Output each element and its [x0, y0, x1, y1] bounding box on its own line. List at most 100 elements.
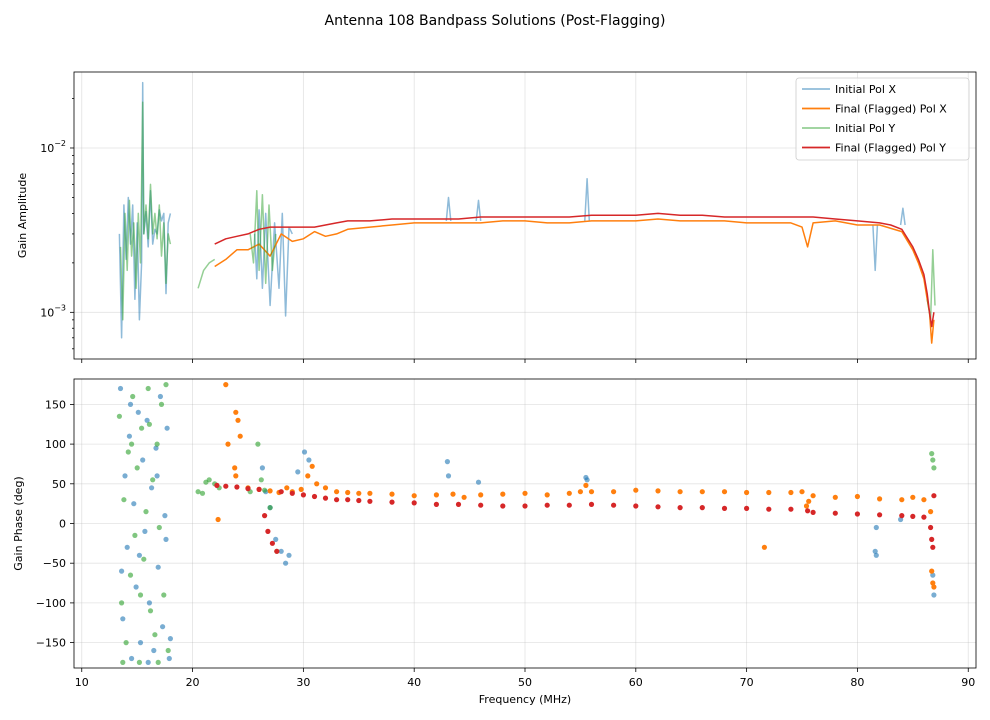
phase-point: [125, 449, 131, 455]
x-tick-label: 10: [75, 676, 89, 689]
phase-y-tick-label: 0: [59, 518, 66, 531]
phase-point: [367, 490, 373, 496]
phase-point: [356, 490, 362, 496]
phase-point: [877, 512, 883, 518]
phase-point: [898, 516, 904, 523]
phase-point: [119, 568, 125, 574]
phase-point: [215, 516, 221, 523]
x-tick-label: 70: [740, 676, 754, 689]
phase-point: [137, 640, 144, 646]
phase-point: [233, 473, 239, 479]
phase-point: [142, 528, 148, 535]
amplitude-y-axis-label: Gain Amplitude: [16, 173, 29, 258]
phase-point: [411, 500, 417, 506]
phase-point: [255, 441, 261, 447]
x-tick-label: 90: [961, 676, 975, 689]
phase-point: [873, 524, 879, 531]
phase-point: [122, 473, 128, 479]
phase-point: [163, 536, 169, 543]
phase-point: [130, 393, 136, 400]
phase-point: [295, 469, 301, 475]
phase-point: [160, 624, 166, 630]
phase-point: [206, 477, 212, 483]
phase-point: [286, 552, 292, 558]
phase-point: [854, 493, 861, 500]
phase-point: [699, 505, 705, 511]
phase-point: [584, 477, 590, 483]
phase-point: [877, 496, 883, 502]
phase-point: [929, 568, 935, 574]
phase-point: [143, 509, 149, 515]
phase-point: [133, 584, 139, 590]
phase-point: [161, 592, 167, 598]
phase-point: [156, 524, 162, 531]
phase-point: [235, 417, 241, 423]
phase-point: [566, 490, 572, 496]
phase-point: [544, 502, 550, 508]
amp-line-final-flagged-pol-y: [214, 212, 935, 328]
phase-point: [766, 489, 772, 496]
phase-point: [478, 502, 484, 508]
phase-point: [134, 465, 140, 471]
phase-point: [131, 501, 137, 507]
phase-point: [166, 655, 172, 662]
phase-point: [389, 499, 395, 505]
phase-point: [278, 548, 284, 554]
phase-point: [583, 482, 589, 488]
phase-point: [744, 489, 750, 496]
phase-point: [921, 514, 927, 520]
phase-point: [522, 503, 528, 509]
phase-point: [120, 659, 126, 666]
phase-point: [162, 513, 168, 519]
phase-point: [139, 425, 145, 431]
phase-point: [195, 489, 201, 495]
phase-point: [237, 433, 243, 439]
phase-point: [799, 489, 805, 495]
phase-point: [588, 489, 595, 495]
phase-point: [931, 465, 937, 471]
phase-y-axis-label: Gain Phase (deg): [12, 476, 25, 570]
phase-point: [899, 513, 905, 519]
phase-point: [269, 540, 275, 546]
phase-point: [611, 489, 617, 495]
phase-point: [116, 413, 122, 419]
phase-point: [810, 493, 816, 499]
phase-point: [234, 484, 240, 490]
phase-point: [931, 493, 937, 499]
phase-point: [199, 490, 206, 496]
phase-point: [137, 592, 144, 598]
amp-y-tick-label: 10−2: [40, 139, 66, 155]
phase-point: [232, 465, 238, 471]
phase-point: [788, 506, 794, 512]
legend-label-initial-pol-x: Initial Pol X: [835, 83, 896, 96]
phase-point: [306, 457, 312, 463]
legend-box: [795, 77, 970, 161]
phase-point: [444, 459, 450, 465]
phase-point: [334, 489, 340, 495]
phase-point: [273, 536, 279, 543]
phase-point: [806, 498, 812, 504]
phase-point: [699, 489, 705, 495]
phase-point: [803, 503, 810, 509]
phase-point: [910, 513, 916, 520]
x-tick-label: 60: [629, 676, 643, 689]
phase-point: [301, 449, 308, 455]
phase-point: [289, 490, 295, 496]
phase-y-tick-label: −150: [36, 637, 66, 650]
phase-point: [475, 479, 482, 485]
phase-point: [259, 465, 265, 471]
phase-point: [655, 504, 661, 510]
chart-title: Antenna 108 Bandpass Solutions (Post-Fla…: [325, 13, 666, 29]
phase-point: [334, 497, 340, 503]
phase-point: [135, 409, 141, 415]
phase-point: [633, 487, 639, 493]
phase-point: [267, 505, 273, 511]
phase-point: [721, 505, 728, 511]
phase-point: [157, 393, 163, 400]
phase-point: [223, 382, 229, 388]
phase-point: [150, 477, 156, 483]
phase-point: [411, 493, 417, 499]
phase-point: [154, 473, 160, 479]
phase-point: [140, 457, 146, 463]
phase-point: [928, 509, 934, 515]
